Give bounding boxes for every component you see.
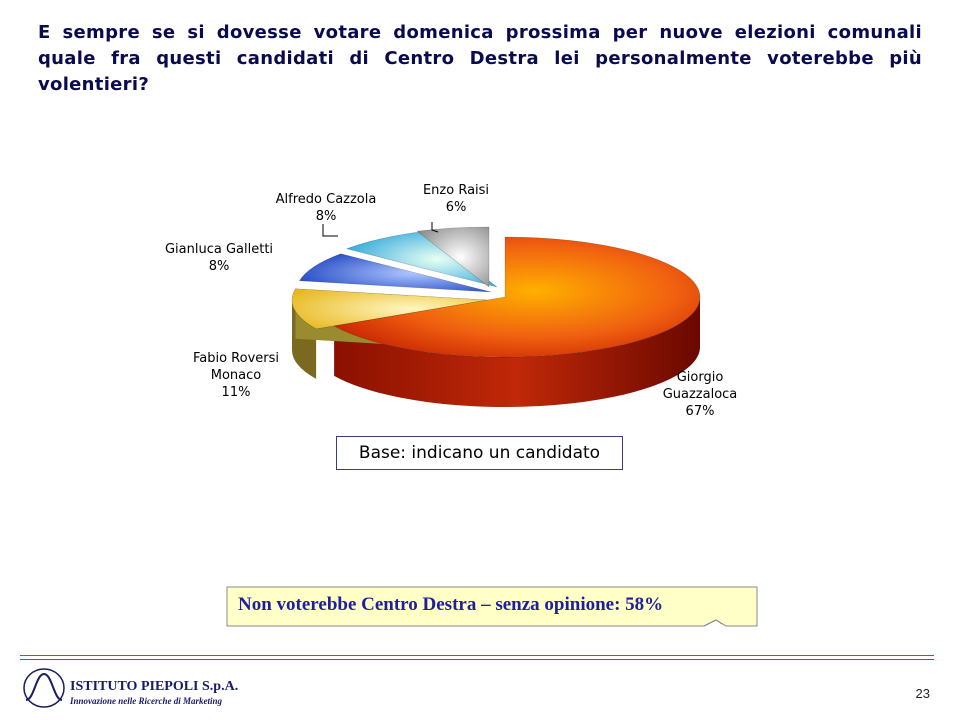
- callout-text: Non voterebbe Centro Destra – senza opin…: [238, 594, 664, 615]
- pie-slice-4: [416, 226, 490, 288]
- callout-note: Non voterebbe Centro Destra – senza opin…: [226, 586, 758, 628]
- slice-name-label-4: Enzo Raisi: [423, 183, 489, 198]
- slice-name-label-3: Alfredo Cazzola: [276, 192, 377, 207]
- logo-tagline: Innovazione nelle Ricerche di Marketing: [70, 696, 223, 706]
- slice-value-label-1: 11%: [222, 385, 251, 400]
- bell-curve-icon: [23, 668, 65, 708]
- slice-value-label-0: 67%: [686, 404, 715, 419]
- slice-value-label-4: 6%: [446, 200, 467, 215]
- footer-rule-top: [20, 655, 934, 656]
- logo-name: ISTITUTO PIEPOLI S.p.A.: [70, 679, 239, 694]
- pie-slice-2: [298, 253, 492, 293]
- leader-line-raisi: [431, 222, 439, 233]
- page-number: 23: [915, 686, 930, 701]
- slide-title: E sempre se si dovesse votare domenica p…: [38, 22, 922, 95]
- company-logo: ISTITUTO PIEPOLI S.p.A. Innovazione nell…: [22, 666, 262, 712]
- base-note: Base: indicano un candidato: [336, 436, 623, 470]
- pie-slice-side-0-0: [334, 297, 700, 407]
- pie-slice-0: [333, 236, 701, 358]
- slice-name-label-1: Monaco: [211, 368, 262, 383]
- slice-name-label-1: Fabio Roversi: [193, 351, 279, 366]
- slice-value-label-2: 8%: [209, 259, 230, 274]
- leader-line-cazzola: [322, 224, 338, 237]
- slice-name-label-0: Guazzaloca: [663, 387, 738, 402]
- footer-rule-bottom: [20, 659, 934, 660]
- slice-name-label-2: Gianluca Galletti: [165, 242, 273, 257]
- callout-box: [226, 586, 758, 627]
- pie-slice-1: [291, 288, 488, 330]
- slice-name-label-0: Giorgio: [677, 370, 724, 385]
- slice-value-label-3: 8%: [316, 209, 337, 224]
